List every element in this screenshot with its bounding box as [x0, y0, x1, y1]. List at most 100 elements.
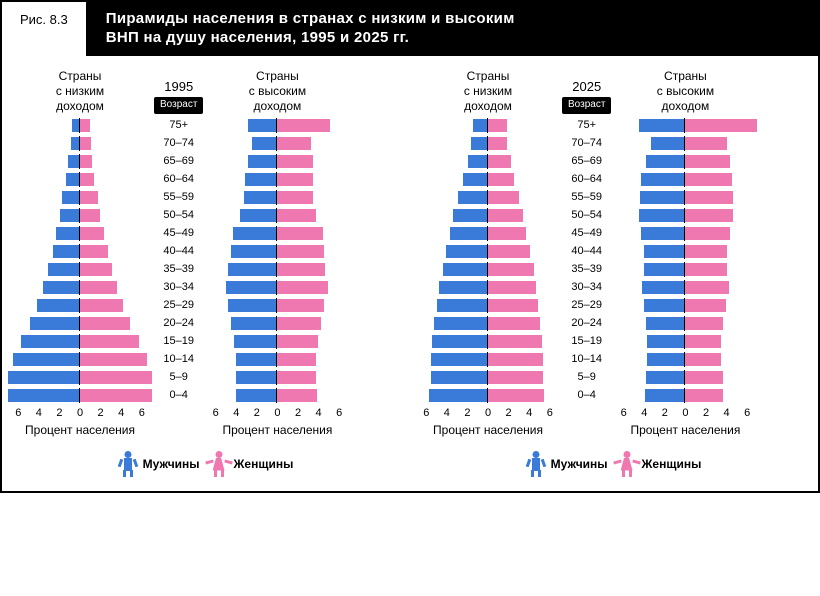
axis-tick: 6 [329, 407, 350, 419]
bar-row [205, 370, 277, 385]
bar-row [416, 370, 488, 385]
male-bar [639, 119, 685, 132]
bar-row [277, 388, 349, 403]
female-bar [80, 245, 108, 258]
male-bar [231, 317, 277, 330]
male-bar [236, 371, 277, 384]
axis-tick: 4 [634, 407, 655, 419]
bar-row [488, 280, 560, 295]
female-bar [685, 191, 733, 204]
bar-row [488, 118, 560, 133]
age-column-header: 1995Возраст [154, 68, 203, 114]
age-label: 50–54 [565, 208, 609, 223]
bar-row [613, 244, 685, 259]
bar-row [277, 280, 349, 295]
bar-row [80, 352, 152, 367]
bar-row [80, 154, 152, 169]
bar-row [80, 208, 152, 223]
male-bar [434, 317, 487, 330]
male-bar [431, 353, 487, 366]
male-bar [644, 299, 685, 312]
male-bar [446, 245, 487, 258]
bar-row [277, 154, 349, 169]
bar-row [277, 370, 349, 385]
pyramid-bars-left [205, 118, 277, 403]
axis-tick: 4 [308, 407, 329, 419]
age-label: 40–44 [157, 244, 201, 259]
age-label: 55–59 [565, 190, 609, 205]
bar-row [277, 262, 349, 277]
male-bar [228, 299, 276, 312]
male-bar [439, 281, 487, 294]
panel-1995: Страныс низкимдоходом 6420246 Процент насе… [8, 68, 404, 437]
bar-row [80, 298, 152, 313]
female-bar [80, 137, 91, 150]
age-label: 40–44 [565, 244, 609, 259]
age-header-badge: Возраст [562, 97, 611, 114]
age-label: 35–39 [157, 262, 201, 277]
pyramid-pair [416, 118, 560, 403]
bar-row [8, 226, 80, 241]
axis-label: Процент населения [433, 423, 543, 437]
female-bar [80, 191, 98, 204]
bar-row [613, 388, 685, 403]
pyramid-bars-right [80, 118, 152, 403]
female-bar [685, 227, 729, 240]
bar-row [8, 388, 80, 403]
axis-tick: 0 [267, 407, 288, 419]
axis-tick: 2 [247, 407, 268, 419]
male-icon [119, 451, 137, 477]
pyramid-column: Страныс низкимдоходом6420246Процент насе… [416, 68, 560, 437]
male-bar [639, 209, 685, 222]
male-bar [647, 335, 684, 348]
male-bar [56, 227, 79, 240]
bar-row [685, 334, 757, 349]
legend-female: Женщины [618, 451, 702, 477]
male-bar [646, 371, 684, 384]
bar-row [488, 190, 560, 205]
bar-row [8, 154, 80, 169]
bar-row [488, 334, 560, 349]
bar-row [8, 298, 80, 313]
axis-tick: 0 [478, 407, 499, 419]
bar-row [416, 244, 488, 259]
axis-tick: 6 [131, 407, 152, 419]
column-header: Страныс низкимдоходом [56, 68, 104, 114]
title-line-1: Пирамиды населения в странах с низким и … [106, 10, 515, 27]
bar-row [8, 208, 80, 223]
male-bar [458, 191, 487, 204]
bar-row [613, 226, 685, 241]
age-label: 65–69 [565, 154, 609, 169]
male-bar [226, 281, 276, 294]
axis-tick: 4 [716, 407, 737, 419]
bar-row [685, 280, 757, 295]
bar-row [685, 118, 757, 133]
year-label: 2025 [562, 79, 611, 95]
bar-row [205, 298, 277, 313]
female-bar [685, 299, 726, 312]
female-bar [80, 263, 112, 276]
year-label: 1995 [154, 79, 203, 95]
axis-tick: 4 [226, 407, 247, 419]
bar-row [613, 298, 685, 313]
axis-tick: 2 [498, 407, 519, 419]
age-label-list: 75+70–7465–6960–6455–5950–5445–4940–4435… [157, 118, 201, 403]
bar-row [416, 208, 488, 223]
x-axis: 6420246 [205, 407, 349, 419]
panel-2025: Страныс низкимдоходом6420246Процент насе… [416, 68, 812, 437]
female-bar [488, 263, 534, 276]
bar-row [613, 316, 685, 331]
axis-label: Процент населения [630, 423, 740, 437]
male-bar [8, 371, 79, 384]
female-bar [488, 191, 519, 204]
bar-row [205, 334, 277, 349]
age-label: 50–54 [157, 208, 201, 223]
bar-row [80, 118, 152, 133]
axis-label: Процент населения [222, 423, 332, 437]
bar-row [80, 136, 152, 151]
axis-tick: 2 [457, 407, 478, 419]
female-bar [488, 389, 544, 402]
pyramid-column: Страныс высокимдоходом6420246Процент нас… [205, 68, 349, 437]
age-label: 10–14 [565, 352, 609, 367]
axis-tick: 6 [416, 407, 437, 419]
